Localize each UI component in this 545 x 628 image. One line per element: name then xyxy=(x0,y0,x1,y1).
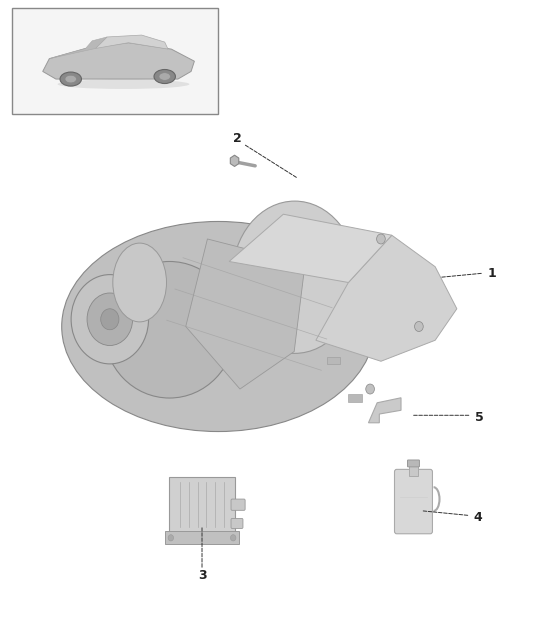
Circle shape xyxy=(231,534,236,541)
Polygon shape xyxy=(95,35,168,49)
Circle shape xyxy=(87,293,132,345)
Ellipse shape xyxy=(60,72,81,86)
FancyBboxPatch shape xyxy=(408,460,420,467)
Ellipse shape xyxy=(154,70,175,84)
Ellipse shape xyxy=(159,73,171,80)
Polygon shape xyxy=(316,236,457,361)
Text: 2: 2 xyxy=(233,133,241,146)
Text: 4: 4 xyxy=(473,511,482,524)
FancyBboxPatch shape xyxy=(409,463,419,475)
FancyBboxPatch shape xyxy=(231,519,243,528)
Text: 5: 5 xyxy=(475,411,484,424)
Ellipse shape xyxy=(232,201,358,354)
Circle shape xyxy=(415,322,423,332)
Bar xyxy=(348,394,362,401)
Circle shape xyxy=(71,274,149,364)
Ellipse shape xyxy=(62,222,375,431)
Polygon shape xyxy=(229,214,392,283)
Text: 1: 1 xyxy=(488,267,496,280)
Bar xyxy=(326,357,340,364)
Polygon shape xyxy=(186,239,305,389)
Ellipse shape xyxy=(104,261,235,398)
Circle shape xyxy=(101,309,119,330)
FancyBboxPatch shape xyxy=(231,499,245,511)
Polygon shape xyxy=(368,398,401,423)
Polygon shape xyxy=(49,37,107,58)
Text: 3: 3 xyxy=(198,569,207,582)
Ellipse shape xyxy=(58,79,190,89)
Ellipse shape xyxy=(65,75,76,83)
Polygon shape xyxy=(43,43,195,79)
FancyBboxPatch shape xyxy=(395,469,432,534)
Bar xyxy=(12,8,219,114)
Circle shape xyxy=(366,384,374,394)
Circle shape xyxy=(168,534,173,541)
FancyBboxPatch shape xyxy=(166,531,239,544)
FancyBboxPatch shape xyxy=(169,477,235,532)
Ellipse shape xyxy=(113,243,166,322)
Circle shape xyxy=(377,234,385,244)
